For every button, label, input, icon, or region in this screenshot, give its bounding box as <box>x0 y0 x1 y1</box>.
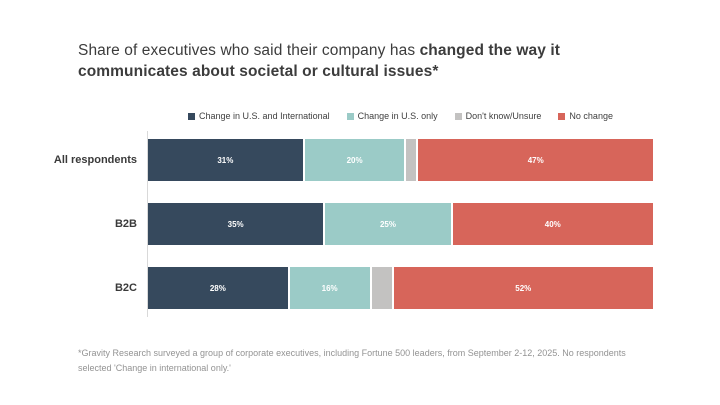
legend-item: No change <box>558 111 613 121</box>
chart-row: B2C 28% 16% 52% <box>0 267 653 309</box>
bar-value-label: 25% <box>379 219 396 229</box>
legend-label: Don't know/Unsure <box>465 111 542 121</box>
page-title-regular: Share of executives who said their compa… <box>78 42 420 59</box>
bar-segment: 20% <box>304 139 405 181</box>
bar-value-label: 52% <box>515 283 532 293</box>
bar-value-label: 16% <box>321 283 338 293</box>
legend-label: No change <box>569 111 613 121</box>
bar-segment <box>371 267 392 309</box>
page-title-bold: changed the way it communicates about so… <box>78 42 561 80</box>
chart-legend: Change in U.S. and International Change i… <box>148 110 653 122</box>
bar-track: 35% 25% 40% <box>148 203 653 245</box>
y-axis-line <box>147 131 148 317</box>
legend-label: Change in U.S. and International <box>199 111 330 121</box>
bar-value-label: 40% <box>544 219 561 229</box>
bar-value-label: 35% <box>227 219 244 229</box>
legend-label: Change in U.S. only <box>357 111 438 121</box>
page-title: Share of executives who said their compa… <box>78 40 660 82</box>
chart-rows: All respondents 31% 20% 47% B2B 35% 25% 40% B2C 2… <box>0 131 653 317</box>
category-label: B2B <box>114 218 137 230</box>
bar-segment: 52% <box>393 267 653 309</box>
bar-track: 28% 16% 52% <box>148 267 653 309</box>
legend-swatch-icon <box>558 112 566 120</box>
bar-value-label: 47% <box>527 155 544 165</box>
legend-item: Change in U.S. only <box>346 111 438 121</box>
bar-track: 31% 20% 47% <box>148 139 653 181</box>
bar-value-label: 28% <box>209 283 226 293</box>
slide: Share of executives who said their compa… <box>0 40 720 405</box>
bar-segment: 16% <box>289 267 370 309</box>
bar-value-label: 31% <box>217 155 234 165</box>
bar-segment: 31% <box>148 139 303 181</box>
legend-swatch-icon <box>188 112 196 120</box>
footnote: *Gravity Research surveyed a group of co… <box>78 348 626 373</box>
bar-value-label: 20% <box>346 155 363 165</box>
bar-segment <box>406 139 417 181</box>
chart-row: All respondents 31% 20% 47% <box>0 139 653 181</box>
legend-item: Change in U.S. and International <box>188 111 330 121</box>
bar-segment: 40% <box>452 203 653 245</box>
category-label: B2C <box>114 282 137 294</box>
legend-swatch-icon <box>346 112 354 120</box>
bar-segment: 28% <box>148 267 288 309</box>
legend-item: Don't know/Unsure <box>454 111 542 121</box>
bar-segment: 25% <box>325 203 451 245</box>
legend-swatch-icon <box>454 112 462 120</box>
bar-segment: 35% <box>148 203 324 245</box>
chart-row: B2B 35% 25% 40% <box>0 203 653 245</box>
bar-segment: 47% <box>418 139 653 181</box>
category-label: All respondents <box>53 154 137 166</box>
stacked-bar-chart: Change in U.S. and International Change i… <box>0 110 720 317</box>
